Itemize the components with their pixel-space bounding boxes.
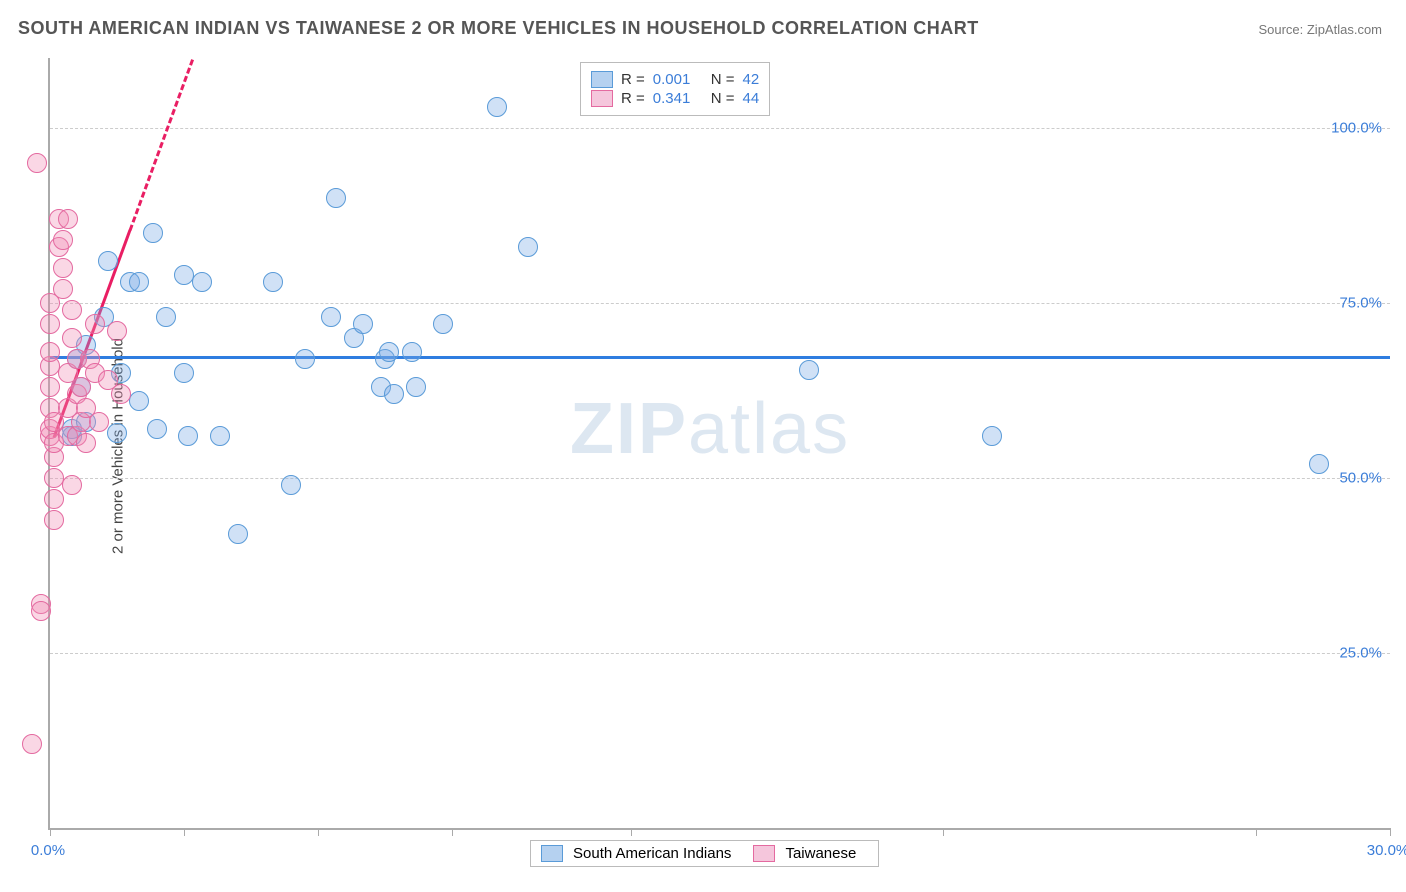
scatter-point bbox=[433, 314, 453, 334]
x-tick bbox=[184, 828, 185, 836]
x-tick bbox=[1256, 828, 1257, 836]
scatter-point bbox=[40, 377, 60, 397]
scatter-point bbox=[58, 209, 78, 229]
scatter-point bbox=[62, 475, 82, 495]
scatter-point bbox=[76, 433, 96, 453]
gridline bbox=[50, 303, 1390, 304]
scatter-point bbox=[22, 734, 42, 754]
scatter-point bbox=[326, 188, 346, 208]
x-tick bbox=[631, 828, 632, 836]
x-tick-label: 0.0% bbox=[31, 842, 65, 859]
chart-title: SOUTH AMERICAN INDIAN VS TAIWANESE 2 OR … bbox=[18, 18, 979, 39]
legend-swatch-icon bbox=[591, 71, 613, 88]
scatter-point bbox=[98, 251, 118, 271]
scatter-point bbox=[982, 426, 1002, 446]
r-label: R = bbox=[621, 71, 645, 88]
legend-swatch-icon bbox=[541, 845, 563, 862]
legend-series: South American Indians Taiwanese bbox=[530, 840, 879, 867]
scatter-point bbox=[89, 412, 109, 432]
n-label: N = bbox=[711, 90, 735, 107]
scatter-point bbox=[147, 419, 167, 439]
legend-row: R = 0.001 N = 42 bbox=[591, 71, 759, 88]
scatter-point bbox=[353, 314, 373, 334]
scatter-point bbox=[384, 384, 404, 404]
legend-row: R = 0.341 N = 44 bbox=[591, 90, 759, 107]
x-tick bbox=[318, 828, 319, 836]
scatter-point bbox=[53, 258, 73, 278]
scatter-point bbox=[31, 601, 51, 621]
scatter-point bbox=[487, 97, 507, 117]
scatter-point bbox=[27, 153, 47, 173]
scatter-point bbox=[53, 279, 73, 299]
scatter-point bbox=[321, 307, 341, 327]
legend-correlation: R = 0.001 N = 42 R = 0.341 N = 44 bbox=[580, 62, 770, 116]
scatter-point bbox=[263, 272, 283, 292]
x-tick-label: 30.0% bbox=[1367, 842, 1406, 859]
legend-swatch-icon bbox=[591, 90, 613, 107]
x-tick bbox=[943, 828, 944, 836]
watermark-rest: atlas bbox=[688, 389, 850, 469]
n-value: 44 bbox=[743, 90, 760, 107]
scatter-point bbox=[518, 237, 538, 257]
legend-swatch-icon bbox=[753, 845, 775, 862]
scatter-point bbox=[40, 314, 60, 334]
scatter-point bbox=[85, 314, 105, 334]
x-tick bbox=[452, 828, 453, 836]
scatter-point bbox=[44, 489, 64, 509]
scatter-point bbox=[192, 272, 212, 292]
scatter-point bbox=[210, 426, 230, 446]
y-tick-label: 75.0% bbox=[1339, 295, 1382, 312]
scatter-point bbox=[295, 349, 315, 369]
scatter-point bbox=[379, 342, 399, 362]
r-value: 0.341 bbox=[653, 90, 703, 107]
y-tick-label: 50.0% bbox=[1339, 470, 1382, 487]
gridline bbox=[50, 653, 1390, 654]
plot-area: ZIPatlas 25.0% 50.0% 75.0% 100.0% bbox=[48, 58, 1390, 830]
scatter-point bbox=[228, 524, 248, 544]
y-tick-label: 100.0% bbox=[1331, 120, 1382, 137]
x-tick bbox=[50, 828, 51, 836]
scatter-point bbox=[1309, 454, 1329, 474]
y-tick-label: 25.0% bbox=[1339, 645, 1382, 662]
scatter-point bbox=[62, 328, 82, 348]
scatter-point bbox=[107, 321, 127, 341]
n-value: 42 bbox=[743, 71, 760, 88]
gridline bbox=[50, 478, 1390, 479]
n-label: N = bbox=[711, 71, 735, 88]
chart-container: SOUTH AMERICAN INDIAN VS TAIWANESE 2 OR … bbox=[0, 0, 1406, 892]
scatter-point bbox=[62, 300, 82, 320]
scatter-point bbox=[44, 510, 64, 530]
r-label: R = bbox=[621, 90, 645, 107]
scatter-point bbox=[143, 223, 163, 243]
scatter-point bbox=[111, 384, 131, 404]
watermark-bold: ZIP bbox=[570, 389, 688, 469]
scatter-point bbox=[53, 230, 73, 250]
scatter-point bbox=[40, 342, 60, 362]
scatter-point bbox=[406, 377, 426, 397]
trend-line-pink bbox=[129, 59, 194, 231]
watermark: ZIPatlas bbox=[570, 388, 850, 470]
source-label: Source: ZipAtlas.com bbox=[1258, 22, 1382, 37]
scatter-point bbox=[107, 423, 127, 443]
r-value: 0.001 bbox=[653, 71, 703, 88]
gridline bbox=[50, 128, 1390, 129]
scatter-point bbox=[129, 272, 149, 292]
scatter-point bbox=[281, 475, 301, 495]
trend-line-blue bbox=[50, 356, 1390, 359]
scatter-point bbox=[178, 426, 198, 446]
legend-item-label: South American Indians bbox=[573, 845, 731, 862]
scatter-point bbox=[174, 363, 194, 383]
scatter-point bbox=[799, 360, 819, 380]
x-tick bbox=[1390, 828, 1391, 836]
scatter-point bbox=[129, 391, 149, 411]
legend-item-label: Taiwanese bbox=[785, 845, 856, 862]
scatter-point bbox=[402, 342, 422, 362]
scatter-point bbox=[156, 307, 176, 327]
